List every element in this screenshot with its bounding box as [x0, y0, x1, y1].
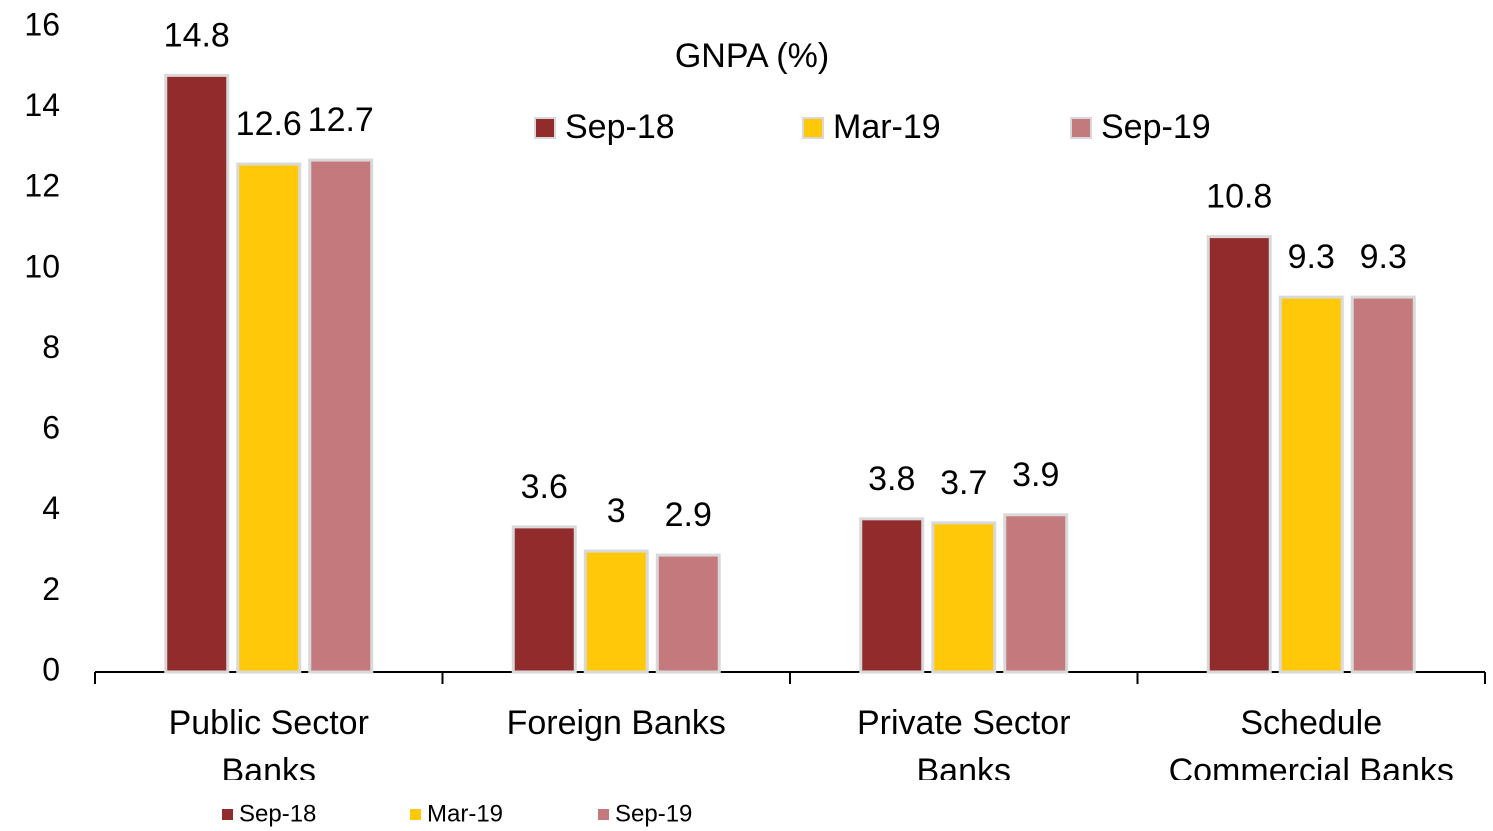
- bar: [931, 521, 997, 674]
- bar: [859, 517, 925, 674]
- bar: [1278, 295, 1344, 674]
- legend-swatch: [534, 117, 556, 139]
- legend-swatch: [410, 809, 421, 820]
- bar: [1350, 295, 1416, 674]
- legend-label: Sep-19: [615, 800, 692, 827]
- data-label: 12.7: [308, 101, 374, 139]
- legend-swatch: [1070, 117, 1092, 139]
- legend-label: Sep-18: [239, 800, 316, 827]
- y-tick-label: 2: [42, 571, 60, 607]
- bar: [655, 553, 721, 674]
- bar: [511, 525, 577, 674]
- data-label: 3.9: [1012, 456, 1059, 494]
- bar: [308, 158, 374, 674]
- data-label: 3.8: [868, 460, 915, 498]
- chart-title: GNPA (%): [675, 37, 829, 75]
- data-label: 3: [607, 492, 626, 530]
- legend-swatch: [222, 809, 233, 820]
- x-tick-label: Foreign Banks: [507, 704, 726, 742]
- data-label: 10.8: [1206, 178, 1272, 216]
- bar: [583, 549, 649, 674]
- legend-label: Mar-19: [427, 800, 503, 827]
- y-tick-label: 16: [24, 6, 60, 42]
- data-label: 9.3: [1360, 238, 1407, 276]
- legend-swatch: [598, 809, 609, 820]
- data-label: 2.9: [665, 496, 712, 534]
- bar: [1206, 235, 1272, 674]
- plot-area: GNPA (%) 0 2 4 6 8 10 12 14 16 Public Sector Banks…: [24, 6, 1486, 790]
- legend-label: Sep-19: [1101, 108, 1211, 146]
- y-tick-label: 4: [42, 490, 60, 526]
- data-label: 3.6: [521, 468, 568, 506]
- bar: [164, 73, 230, 674]
- y-tick-label: 6: [42, 410, 60, 446]
- bar: [236, 162, 302, 674]
- data-label: 12.6: [236, 105, 302, 143]
- y-tick-label: 14: [24, 87, 60, 123]
- x-tick-label: Private Sector Banks: [857, 704, 1071, 790]
- x-tick-label: Schedule Commercial Banks: [1169, 704, 1454, 790]
- y-tick-label: 10: [24, 248, 60, 284]
- data-label: 3.7: [940, 464, 987, 502]
- x-tick-label: Public Sector Banks: [169, 704, 369, 790]
- y-tick-label: 0: [42, 651, 60, 687]
- data-label: 9.3: [1288, 238, 1335, 276]
- legend-swatch: [802, 117, 824, 139]
- bottom-legend: Sep-18 Mar-19 Sep-19: [222, 800, 692, 827]
- bar: [1003, 513, 1069, 674]
- legend-label: Mar-19: [833, 108, 941, 146]
- data-label: 14.8: [164, 16, 230, 54]
- y-tick-label: 8: [42, 329, 60, 365]
- y-tick-label: 12: [24, 168, 60, 204]
- legend-label: Sep-18: [565, 108, 675, 146]
